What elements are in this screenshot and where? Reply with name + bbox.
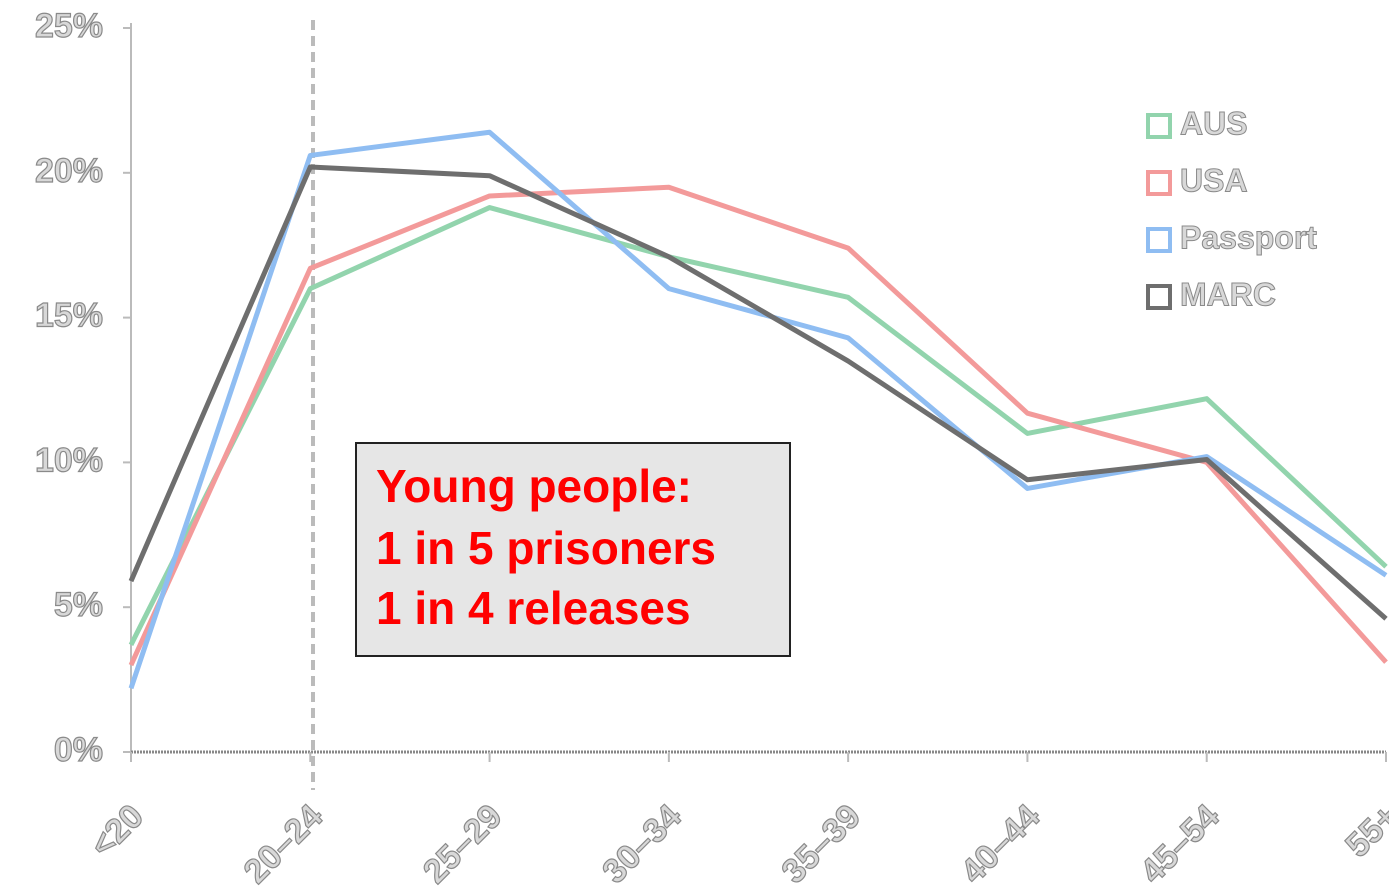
y-tick-label: 15% [35, 297, 103, 335]
x-tick-label: 20–24 [237, 797, 331, 891]
legend-swatch [1146, 284, 1172, 310]
legend-label: MARC [1180, 276, 1276, 312]
x-tick-label: 55+ [1338, 797, 1389, 865]
y-tick-label: 25% [35, 7, 103, 45]
x-tick-label: 45–54 [1133, 797, 1227, 891]
x-tick-label: 30–34 [595, 797, 689, 891]
legend-label: Passport [1180, 219, 1317, 255]
annotation: 1 in 4 releases [376, 582, 691, 634]
series-line [128, 205, 1388, 646]
annotation-box [355, 442, 791, 657]
series-line [128, 164, 1388, 621]
legend-label: USA [1180, 162, 1248, 198]
y-tick-label: 20% [35, 152, 103, 190]
legend-swatch [1146, 227, 1172, 253]
y-tick-label: 10% [35, 441, 103, 479]
x-tick-label: 35–39 [774, 797, 868, 891]
series-line [128, 184, 1388, 667]
x-tick-label: 40–44 [954, 797, 1048, 891]
x-tick-label: <20 [83, 797, 151, 865]
y-tick-label: 5% [54, 586, 103, 624]
legend-swatch [1146, 170, 1172, 196]
legend-swatch [1146, 113, 1172, 139]
x-tick-label: 25–29 [416, 797, 510, 891]
annotation: 1 in 5 prisoners [376, 522, 716, 574]
legend-label: AUS [1180, 105, 1248, 141]
y-tick-label: 0% [54, 731, 103, 769]
annotation: Young people: [376, 460, 692, 512]
